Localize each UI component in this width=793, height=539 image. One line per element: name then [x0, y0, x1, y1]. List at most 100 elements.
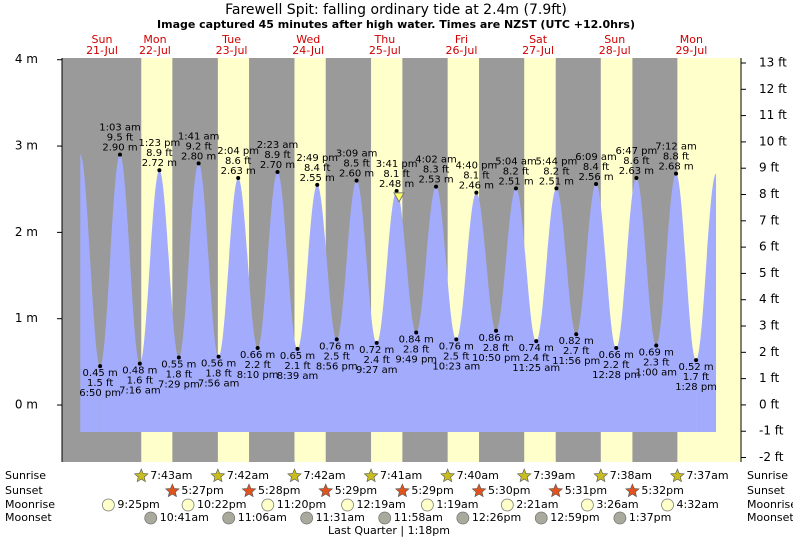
row-label: Sunrise — [5, 469, 46, 482]
tide-label: 1.8 ft — [205, 369, 231, 380]
tide-label: 2.80 m — [181, 151, 216, 162]
y2-tick-label: 6 ft — [759, 240, 779, 254]
tide-label: 2.5 ft — [324, 351, 350, 362]
tide-layer — [80, 154, 717, 432]
tide-point — [315, 182, 320, 187]
moonrise-time: 11:20pm — [277, 498, 326, 511]
moon-icon — [613, 511, 627, 525]
tide-label: 2.2 ft — [603, 360, 629, 371]
sunset-time: 5:29pm — [411, 484, 453, 497]
tide-label: 2.5 ft — [443, 351, 469, 362]
day-date: 22-Jul — [139, 44, 171, 57]
day-date: 28-Jul — [599, 44, 631, 57]
tide-label: 7:29 pm — [158, 380, 200, 391]
tide-label: 1:03 am — [99, 123, 141, 134]
tide-label: 7:16 am — [119, 386, 161, 397]
tide-label: 8:39 am — [277, 371, 319, 382]
tide-label: 2.63 m — [619, 166, 654, 177]
tide-label: 10:50 pm — [472, 353, 520, 364]
current-level-marker — [393, 192, 405, 203]
sunset-time: 5:29pm — [335, 484, 377, 497]
moonrise-time: 1:19am — [436, 498, 478, 511]
tide-point — [255, 346, 260, 351]
day-name: Tue — [221, 33, 241, 46]
tide-label: 2.7 ft — [563, 346, 589, 357]
tide-label: 0.69 m — [639, 347, 674, 358]
tide-point — [494, 328, 499, 333]
tide-label: 8:10 pm — [237, 370, 279, 381]
sunset-time: 5:27pm — [181, 484, 223, 497]
tide-label: 0.76 m — [439, 341, 474, 352]
row-label: Moonrise — [747, 498, 793, 511]
tide-label: 1.7 ft — [683, 372, 709, 383]
sunrise-time: 7:39am — [533, 469, 575, 482]
tide-label: 0.84 m — [399, 335, 434, 346]
tide-point — [157, 168, 162, 173]
tide-label: 0.86 m — [478, 333, 513, 344]
day-name: Thu — [374, 33, 396, 46]
day-date: 25-Jul — [369, 44, 401, 57]
tide-label: 2.46 m — [459, 181, 494, 192]
tide-label: 0.65 m — [280, 351, 315, 362]
tide-label: 2:04 pm — [217, 146, 259, 157]
tide-label: 11:56 pm — [552, 356, 600, 367]
tide-label: 9.5 ft — [107, 133, 133, 144]
tide-label: 2.4 ft — [523, 353, 549, 364]
tide-label: 4:02 am — [415, 155, 457, 166]
tide-label: 7:12 am — [655, 142, 697, 153]
tide-label: 10:23 am — [432, 361, 480, 372]
tide-label: 1:23 pm — [138, 138, 180, 149]
tide-label: 0.74 m — [519, 343, 554, 354]
tide-label: 2.60 m — [339, 169, 374, 180]
sun-icon — [593, 468, 609, 483]
tide-point — [654, 343, 659, 348]
row-label: Sunset — [5, 484, 43, 497]
moon-icon — [420, 498, 434, 512]
moonset-time: 1:37pm — [629, 511, 671, 524]
row-label: Sunrise — [747, 469, 788, 482]
tide-label: 11:25 am — [512, 363, 560, 374]
moon-icon — [534, 511, 548, 525]
moon-icon — [378, 511, 392, 525]
tide-label: 2.90 m — [102, 143, 137, 154]
day-date: 26-Jul — [446, 44, 478, 57]
tide-label: 8.9 ft — [264, 150, 290, 161]
tide-point — [236, 175, 241, 180]
moon-icon — [261, 498, 275, 512]
tide-label: 2.3 ft — [643, 357, 669, 368]
tide-label: 2.8 ft — [483, 343, 509, 354]
moonrise-time: 3:26am — [596, 498, 638, 511]
tide-label: 1.8 ft — [166, 370, 192, 381]
day-name: Mon — [143, 33, 166, 46]
tide-point — [474, 190, 479, 195]
y2-tick-label: 7 ft — [759, 213, 779, 227]
tide-point — [137, 361, 142, 366]
day-date: 23-Jul — [216, 44, 248, 57]
tide-label: 9.2 ft — [185, 141, 211, 152]
moon-icon — [456, 511, 470, 525]
tide-label: 8.6 ft — [225, 156, 251, 167]
day-date: 29-Jul — [675, 44, 707, 57]
y2-tick-label: 4 ft — [759, 292, 779, 306]
day-name: Wed — [296, 33, 320, 46]
tide-label: 2.2 ft — [244, 360, 270, 371]
row-label: Moonset — [5, 511, 52, 524]
y2-tick-label: 5 ft — [759, 266, 779, 280]
sunrise-time: 7:42am — [227, 469, 269, 482]
tide-point — [176, 355, 181, 360]
tide-point — [614, 346, 619, 351]
sun-icon — [440, 468, 456, 483]
tide-label: 1:28 pm — [675, 382, 717, 393]
chart-title: Farewell Spit: falling ordinary tide at … — [225, 2, 567, 18]
tide-label: 2.48 m — [379, 179, 414, 190]
y-tick-label: 4 m — [15, 52, 38, 66]
tide-label: 2.8 ft — [403, 345, 429, 356]
sunset-time: 5:32pm — [641, 484, 683, 497]
y2-tick-label: 10 ft — [759, 134, 787, 148]
sun-icon — [318, 483, 334, 498]
sunset-time: 5:31pm — [565, 484, 607, 497]
tide-point — [216, 354, 221, 359]
moon-icon — [661, 498, 674, 512]
day-name: Mon — [680, 33, 703, 46]
